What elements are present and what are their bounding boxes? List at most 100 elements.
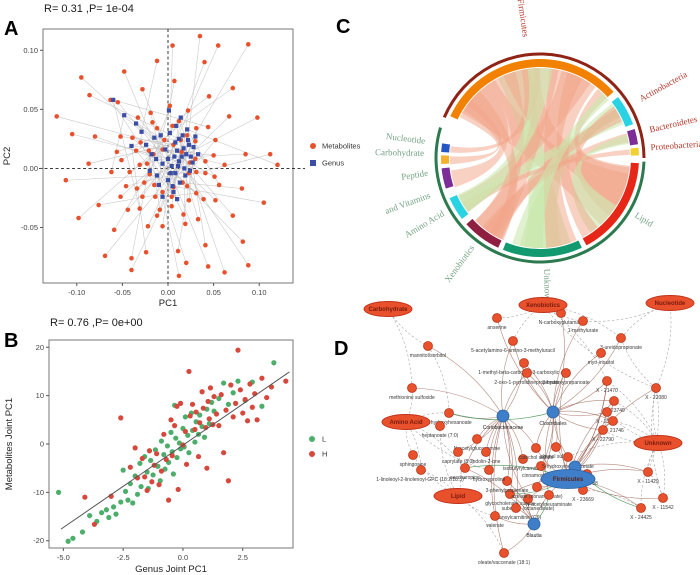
svg-text:oleate/vaccenate (18:1): oleate/vaccenate (18:1) <box>478 560 531 566</box>
svg-text:-2.5: -2.5 <box>117 553 130 562</box>
svg-text:-5.0: -5.0 <box>57 553 70 562</box>
svg-text:3-hydroxyhexanoate: 3-hydroxyhexanoate <box>426 420 472 426</box>
svg-text:Unknown: Unknown <box>645 441 672 447</box>
panel-a-scatter-plot: -0.10 -0.05 0.00 0.05 0.10 0.10 0.05 0.00 -0.05 P… <box>2 28 361 309</box>
svg-text:-20: -20 <box>33 536 44 545</box>
svg-text:-0.10: -0.10 <box>68 288 85 297</box>
svg-text:Xenobiotics: Xenobiotics <box>443 243 477 284</box>
svg-text:Metabolites Joint PC1: Metabolites Joint PC1 <box>4 398 15 490</box>
svg-text:Blautia: Blautia <box>526 533 542 539</box>
svg-text:myo-inositol: myo-inositol <box>588 360 615 366</box>
svg-text:Proteobacteria: Proteobacteria <box>650 139 700 153</box>
svg-text:Lipid: Lipid <box>633 210 655 229</box>
svg-text:0.10: 0.10 <box>23 46 38 55</box>
panel-a-title: R= 0.31 ,P= 1e-04 <box>44 3 134 15</box>
svg-text:Genus: Genus <box>322 159 344 168</box>
svg-text:0.05: 0.05 <box>23 105 38 114</box>
panel-c-letter: C <box>336 16 351 38</box>
svg-text:0.0: 0.0 <box>178 553 188 562</box>
panel-a-letter: A <box>4 18 19 40</box>
svg-text:glycocholenate sulfate: glycocholenate sulfate <box>485 501 535 507</box>
svg-text:20: 20 <box>36 343 44 352</box>
svg-text:Lipid: Lipid <box>451 494 466 500</box>
svg-text:saccharopine: saccharopine <box>450 475 480 481</box>
svg-text:isobutyrylcarnitine: isobutyrylcarnitine <box>503 466 543 472</box>
svg-text:Firmicutes: Firmicutes <box>516 0 531 38</box>
svg-text:0.05: 0.05 <box>206 288 221 297</box>
svg-text:Carbohydrate: Carbohydrate <box>375 147 424 158</box>
panel-b-scatter-plot: -5.0 -2.5 0.0 2.5 20 10 0 -10 -20 Genus Joint PC1… <box>4 339 327 575</box>
svg-text:Carbohydrate: Carbohydrate <box>368 307 408 313</box>
svg-text:hydroxyproline: hydroxyproline <box>473 477 506 483</box>
svg-text:X - 11542: X - 11542 <box>652 505 674 511</box>
panel-b-letter: B <box>4 330 19 352</box>
svg-text:Clostridiales: Clostridiales <box>539 421 567 427</box>
svg-text:anserine: anserine <box>487 325 506 331</box>
svg-text:Peptide: Peptide <box>400 168 428 182</box>
svg-text:1-linoleoyl-2-linolenoyl-GPC (: 1-linoleoyl-2-linolenoyl-GPC (18:2/18:3)… <box>376 477 466 483</box>
panel-b-title: R= 0.76 ,P= 0e+00 <box>50 317 143 329</box>
svg-text:Amino Acid: Amino Acid <box>403 208 447 240</box>
svg-text:N-acetylglucosamine: N-acetylglucosamine <box>454 446 501 452</box>
svg-text:-0.05: -0.05 <box>114 288 131 297</box>
svg-text:5-acetylamino-6-amino-3-methyl: 5-acetylamino-6-amino-3-methyluracil <box>471 348 555 354</box>
svg-text:3-hydroxypropanoate: 3-hydroxypropanoate <box>542 380 589 386</box>
svg-text:mannitol/sorbitol: mannitol/sorbitol <box>410 353 446 359</box>
svg-text:indolin-2-one: indolin-2-one <box>472 459 501 465</box>
svg-text:1-methylurate: 1-methylurate <box>568 328 599 334</box>
svg-text:X - 24425: X - 24425 <box>630 515 652 521</box>
svg-text:N-carboxyglutamate: N-carboxyglutamate <box>539 320 584 326</box>
svg-text:-0.05: -0.05 <box>21 223 38 232</box>
svg-text:3-phenylpropionate: 3-phenylpropionate <box>486 488 529 494</box>
svg-text:and Vitamins: and Vitamins <box>384 190 433 216</box>
svg-text:0.10: 0.10 <box>252 288 267 297</box>
svg-text:suberate (octanedioate): suberate (octanedioate) <box>502 506 555 512</box>
svg-text:10: 10 <box>36 391 44 400</box>
svg-text:X - 21746: X - 21746 <box>602 428 624 434</box>
svg-text:X - 23785: X - 23785 <box>596 419 618 425</box>
svg-text:X - 22080: X - 22080 <box>645 395 667 401</box>
svg-text:Firmicutes: Firmicutes <box>553 477 584 483</box>
svg-text:caprylate (8:0): caprylate (8:0) <box>442 459 474 465</box>
svg-text:2-oxo-1-pyrrolidinepropionate: 2-oxo-1-pyrrolidinepropionate <box>494 380 560 386</box>
svg-text:Xenobiotics: Xenobiotics <box>526 303 561 309</box>
svg-text:Amino Acid: Amino Acid <box>389 420 422 426</box>
svg-text:X - 11429: X - 11429 <box>637 479 659 485</box>
svg-text:heptanoate (7:0): heptanoate (7:0) <box>422 433 459 439</box>
panel-c-chord-diagram: Firmicutes Actinobacteria Bacteroidetes Pro… <box>375 0 700 305</box>
svg-text:Bacteroidetes: Bacteroidetes <box>648 114 698 135</box>
svg-text:5-hydroxyindoleacetate: 5-hydroxyindoleacetate <box>542 464 594 470</box>
svg-text:catechol sulfate: catechol sulfate <box>519 455 554 461</box>
svg-text:0.00: 0.00 <box>161 288 176 297</box>
svg-text:Unknown: Unknown <box>542 269 553 305</box>
svg-text:L: L <box>322 435 326 444</box>
svg-text:-10: -10 <box>33 488 44 497</box>
svg-text:0: 0 <box>40 440 44 449</box>
svg-text:H: H <box>322 450 327 459</box>
svg-text:valerate: valerate <box>486 523 504 529</box>
svg-text:Nucleotide: Nucleotide <box>655 301 686 307</box>
svg-text:azelate (nonanedioate): azelate (nonanedioate) <box>511 494 562 500</box>
svg-text:PC2: PC2 <box>2 147 13 165</box>
panel-d-letter: D <box>334 338 349 360</box>
panel-d-network-diagram: mannitol/sorbitol anserine 5-acetylamino-6… <box>363 295 695 566</box>
svg-text:X - 21470: X - 21470 <box>596 388 618 394</box>
svg-text:Metabolites: Metabolites <box>322 142 361 151</box>
svg-text:Nucleotide: Nucleotide <box>385 131 425 146</box>
svg-text:PC1: PC1 <box>159 298 177 309</box>
svg-text:Actinobacteria: Actinobacteria <box>638 69 689 103</box>
svg-text:methionine sulfoxide: methionine sulfoxide <box>389 395 435 401</box>
svg-text:sphingosine: sphingosine <box>400 462 427 468</box>
svg-text:3-ureidopropionate: 3-ureidopropionate <box>600 345 642 351</box>
svg-text:Coriobacteriaceae: Coriobacteriaceae <box>483 425 524 431</box>
svg-text:phenol sulfate: phenol sulfate <box>540 454 571 460</box>
svg-text:X - 23669: X - 23669 <box>572 497 594 503</box>
svg-text:hexanoylcarnitine (C6): hexanoylcarnitine (C6) <box>491 515 541 521</box>
svg-text:Genus Joint PC1: Genus Joint PC1 <box>135 564 207 575</box>
svg-text:2.5: 2.5 <box>238 553 248 562</box>
svg-text:X - 22790: X - 22790 <box>592 437 614 443</box>
svg-text:N-acetylneuraminate: N-acetylneuraminate <box>526 502 572 508</box>
svg-text:X - 23749: X - 23749 <box>603 408 625 414</box>
svg-text:0.00: 0.00 <box>23 164 38 173</box>
svg-text:cinnamoylglycine: cinnamoylglycine <box>522 473 560 479</box>
